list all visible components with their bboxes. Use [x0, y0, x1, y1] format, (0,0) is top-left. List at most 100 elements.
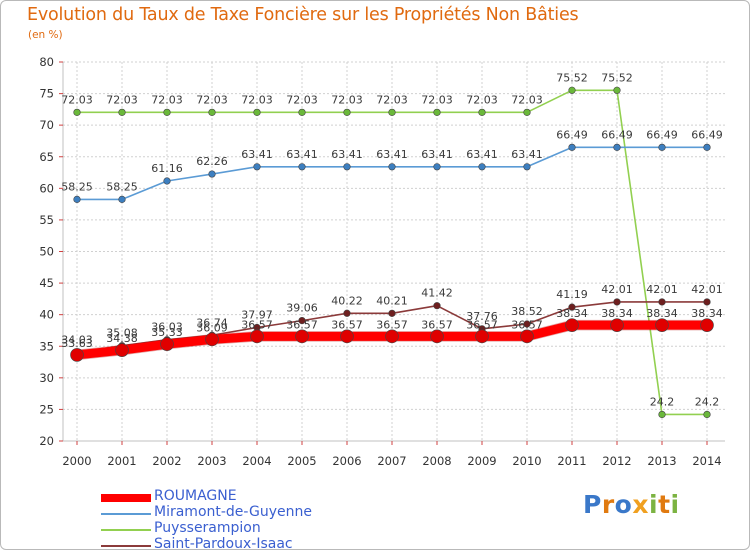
- data-label: 36.57: [286, 318, 318, 331]
- data-point: [298, 163, 306, 171]
- chart-title: Evolution du Taux de Taxe Foncière sur l…: [27, 5, 579, 25]
- data-label: 36.57: [331, 318, 363, 331]
- data-point: [433, 302, 441, 310]
- data-label: 61.16: [151, 162, 183, 175]
- data-label: 38.34: [646, 307, 678, 320]
- data-label: 72.03: [61, 93, 93, 106]
- data-point: [298, 317, 306, 325]
- x-tick-label: 2003: [197, 454, 226, 468]
- legend-item-saint-pardoux: Saint-Pardoux-Isaac: [101, 536, 421, 549]
- x-tick-label: 2008: [422, 454, 451, 468]
- data-label: 38.34: [556, 307, 588, 320]
- data-label: 33.63: [61, 337, 93, 350]
- data-label: 41.42: [421, 287, 453, 300]
- data-point: [250, 329, 264, 344]
- data-label: 36.57: [421, 318, 453, 331]
- data-point: [253, 163, 261, 171]
- data-label: 72.03: [196, 93, 228, 106]
- data-point: [568, 143, 576, 151]
- data-label: 37.97: [241, 308, 273, 321]
- y-tick-label: 40: [39, 308, 54, 322]
- data-point: [523, 163, 531, 171]
- legend-swatch-roumagne: [101, 494, 151, 502]
- data-label: 62.26: [196, 155, 228, 168]
- data-label: 36.57: [511, 318, 543, 331]
- x-tick-label: 2007: [377, 454, 406, 468]
- y-tick-label: 75: [39, 87, 54, 101]
- data-label: 63.41: [241, 148, 273, 161]
- y-tick-label: 50: [39, 245, 54, 259]
- data-label: 63.41: [421, 148, 453, 161]
- data-point: [160, 337, 174, 351]
- x-tick-label: 2002: [152, 454, 181, 468]
- data-point: [385, 329, 399, 344]
- data-label: 75.52: [601, 71, 633, 84]
- y-tick-label: 20: [39, 434, 54, 448]
- data-label: 66.49: [601, 128, 633, 141]
- proxiti-logo: Proxiti: [583, 490, 680, 519]
- logo-letter: i: [670, 490, 680, 519]
- logo-letter: x: [632, 490, 649, 519]
- data-label: 72.03: [286, 93, 318, 106]
- data-label: 72.03: [376, 93, 408, 106]
- data-label: 39.06: [286, 302, 318, 315]
- data-label: 36.74: [196, 316, 228, 329]
- y-tick-label: 35: [39, 339, 54, 353]
- x-tick-label: 2014: [692, 454, 721, 468]
- data-point: [163, 177, 171, 185]
- x-tick-label: 2001: [107, 454, 136, 468]
- grid-layer: [63, 61, 725, 441]
- y-tick-label: 65: [39, 150, 54, 164]
- y-tick-label: 55: [39, 213, 54, 227]
- y-tick-label: 80: [39, 55, 54, 69]
- logo-letter: o: [614, 490, 633, 519]
- data-label: 36.57: [466, 318, 498, 331]
- data-label: 63.41: [511, 148, 543, 161]
- y-tick-label: 30: [39, 371, 54, 385]
- data-point: [478, 108, 486, 116]
- x-tick-label: 2005: [287, 454, 316, 468]
- data-label: 58.25: [61, 180, 93, 193]
- data-label: 66.49: [556, 128, 588, 141]
- data-label: 42.01: [601, 283, 633, 296]
- data-label: 66.49: [691, 128, 723, 141]
- data-label: 63.41: [286, 148, 318, 161]
- y-unit-label: (en %): [28, 29, 63, 41]
- data-label: 36.09: [196, 321, 228, 334]
- legend-swatch-puysserampion: [101, 529, 151, 531]
- data-label: 75.52: [556, 71, 588, 84]
- legend-item-roumagne: ROUMAGNE: [101, 488, 421, 507]
- data-point: [343, 309, 351, 317]
- x-tick-label: 2012: [602, 454, 631, 468]
- data-label: 72.03: [331, 93, 363, 106]
- data-point: [478, 163, 486, 171]
- data-point: [523, 108, 531, 116]
- data-label: 72.03: [511, 93, 543, 106]
- axis-layer: 20 25 30 35 40 45 50 55 60 65 70 75 80 2000 2001 2002 20…: [39, 55, 725, 468]
- legend-swatch-saint-pardoux: [101, 545, 151, 547]
- legend-item-miramont: Miramont-de-Guyenne: [101, 504, 421, 523]
- data-point: [388, 163, 396, 171]
- data-point: [475, 329, 489, 344]
- data-label: 34.38: [106, 332, 138, 345]
- data-point: [433, 108, 441, 116]
- data-label: 72.03: [106, 93, 138, 106]
- data-label: 35.33: [151, 326, 183, 339]
- data-label: 38.52: [511, 305, 543, 318]
- data-point: [703, 298, 711, 306]
- legend-label-roumagne: ROUMAGNE: [154, 488, 237, 504]
- data-label: 72.03: [466, 93, 498, 106]
- data-label: 41.19: [556, 288, 588, 301]
- data-point: [610, 318, 624, 332]
- data-point: [613, 143, 621, 151]
- data-point: [340, 329, 354, 344]
- data-label: 24.2: [650, 395, 675, 408]
- legend-item-puysserampion: Puysserampion: [101, 520, 421, 539]
- data-label: 38.34: [691, 307, 723, 320]
- data-point: [115, 343, 129, 357]
- data-point: [523, 320, 531, 328]
- x-tick-label: 2004: [242, 454, 271, 468]
- data-point: [73, 108, 81, 116]
